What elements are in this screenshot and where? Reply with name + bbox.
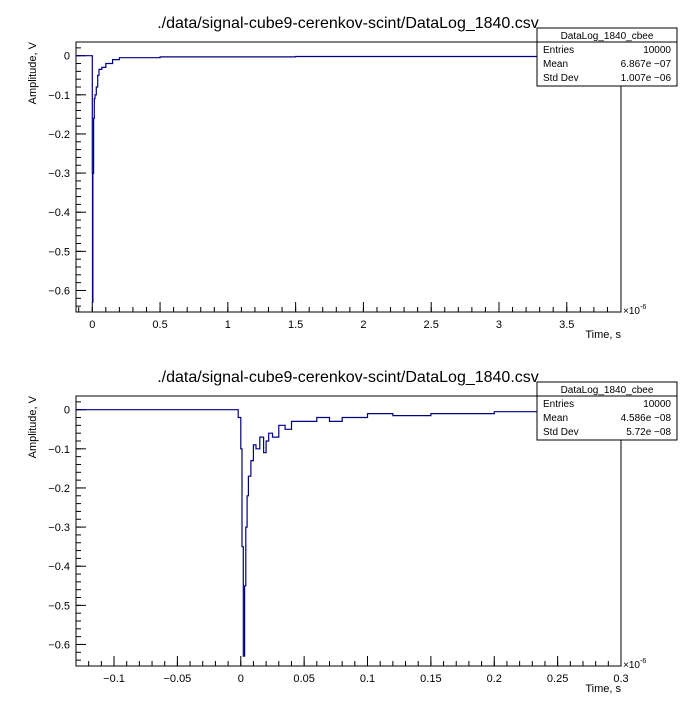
x-tick-label: 0.3: [613, 673, 628, 685]
y-tick-label: −0.2: [48, 483, 70, 495]
stats-box: [536, 27, 678, 87]
y-tick-label: −0.5: [48, 246, 70, 258]
plot-frame: [75, 395, 622, 667]
stats-box: [536, 381, 678, 441]
x-tick-label: 0.5: [152, 319, 167, 331]
x-tick-label: 2: [360, 319, 366, 331]
x-exponent-power: -6: [640, 658, 646, 665]
x-tick-label: −0.1: [103, 673, 125, 685]
stats-row-label: Entries: [543, 399, 574, 410]
stats-row-value: 10000: [643, 399, 671, 410]
stats-row-value: 10000: [643, 45, 671, 56]
x-tick-label: 1.5: [288, 319, 303, 331]
y-tick-label: −0.6: [48, 639, 70, 651]
stats-title: DataLog_1840_cbee: [561, 385, 654, 396]
y-axis-label: Amplitude, V: [27, 395, 39, 458]
x-exponent-label: ×10: [623, 660, 640, 671]
y-tick-label: −0.2: [48, 129, 70, 141]
y-tick-label: −0.1: [48, 444, 70, 456]
x-tick-label: 0.15: [420, 673, 441, 685]
x-tick-label: 0: [89, 319, 95, 331]
x-tick-label: 0.1: [360, 673, 375, 685]
stats-row-label: Entries: [543, 45, 574, 56]
x-tick-label: 0: [238, 673, 244, 685]
y-axis-label: Amplitude, V: [27, 41, 39, 104]
series-line: [76, 55, 621, 303]
top-chart: ./data/signal-cube9-cerenkov-scint/DataL…: [27, 15, 678, 341]
x-tick-label: 0.25: [547, 673, 568, 685]
x-tick-label: 3.5: [559, 319, 574, 331]
stats-row-label: Std Dev: [543, 73, 579, 84]
stats-row-label: Mean: [543, 413, 568, 424]
stats-title: DataLog_1840_cbee: [561, 31, 654, 42]
bottom-chart: ./data/signal-cube9-cerenkov-scint/DataL…: [27, 369, 678, 695]
series-line: [76, 409, 622, 657]
stats-row-label: Std Dev: [543, 427, 579, 438]
y-tick-label: −0.4: [48, 207, 70, 219]
x-tick-label: −0.05: [163, 673, 191, 685]
y-tick-label: −0.6: [48, 285, 70, 297]
y-tick-label: −0.3: [48, 522, 70, 534]
x-tick-label: 3: [496, 319, 502, 331]
x-axis-label: Time, s: [585, 329, 621, 341]
y-tick-label: −0.5: [48, 600, 70, 612]
x-axis-label: Time, s: [585, 683, 621, 695]
chart-title: ./data/signal-cube9-cerenkov-scint/DataL…: [157, 369, 539, 386]
stats-row-value: 1.007e −06: [621, 73, 672, 84]
y-tick-label: 0: [64, 51, 70, 63]
y-tick-label: 0: [64, 405, 70, 417]
plot-frame: [75, 41, 622, 313]
y-tick-label: −0.4: [48, 561, 70, 573]
x-exponent-power: -6: [640, 304, 646, 311]
x-tick-label: 0.05: [293, 673, 314, 685]
x-tick-label: 1: [225, 319, 231, 331]
x-exponent-label: ×10: [623, 306, 640, 317]
bottom-chart-pad: ./data/signal-cube9-cerenkov-scint/DataL…: [0, 354, 696, 708]
y-tick-label: −0.3: [48, 168, 70, 180]
stats-row-value: 5.72e −08: [626, 427, 671, 438]
top-chart-pad: ./data/signal-cube9-cerenkov-scint/DataL…: [27, 15, 678, 341]
stats-row-value: 4.586e −08: [621, 413, 672, 424]
stats-row-label: Mean: [543, 59, 568, 70]
chart-title: ./data/signal-cube9-cerenkov-scint/DataL…: [157, 15, 539, 32]
x-tick-label: 2.5: [424, 319, 439, 331]
stats-row-value: 6.867e −07: [621, 59, 672, 70]
y-tick-label: −0.1: [48, 90, 70, 102]
x-tick-label: 0.2: [487, 673, 502, 685]
